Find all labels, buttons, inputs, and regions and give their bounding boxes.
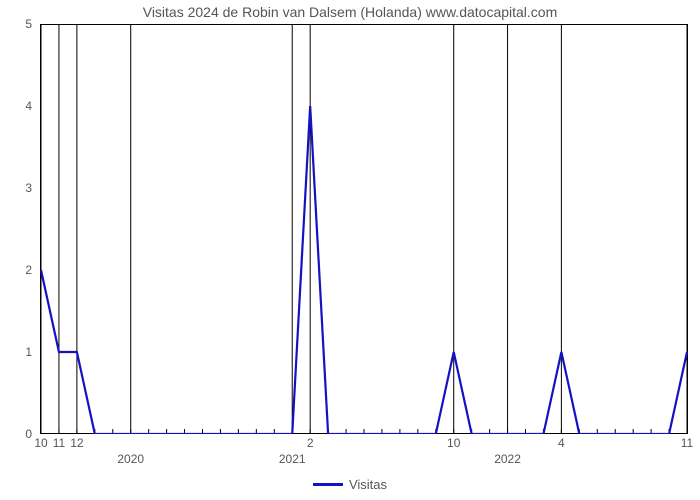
x-tick-label: 12 [70,436,83,450]
x-tick-label: 10 [34,436,47,450]
x-group-label: 2020 [117,452,144,466]
y-tick-label: 5 [0,17,32,31]
y-tick-label: 4 [0,99,32,113]
x-group-label: 2021 [279,452,306,466]
x-tick-label: 4 [558,436,565,450]
y-tick-label: 3 [0,181,32,195]
x-group-label: 2022 [494,452,521,466]
y-tick-label: 2 [0,263,32,277]
chart-title: Visitas 2024 de Robin van Dalsem (Holand… [0,4,700,20]
x-tick-label: 2 [307,436,314,450]
x-tick-label: 11 [53,436,65,450]
chart-legend: Visitas [0,476,700,492]
legend-label: Visitas [349,477,387,492]
x-tick-label: 11 [681,436,693,450]
x-tick-label: 10 [447,436,460,450]
legend-line-icon [313,483,343,486]
chart-plot [40,24,688,434]
y-tick-label: 1 [0,345,32,359]
chart-container: Visitas 2024 de Robin van Dalsem (Holand… [0,0,700,500]
y-tick-label: 0 [0,427,32,441]
